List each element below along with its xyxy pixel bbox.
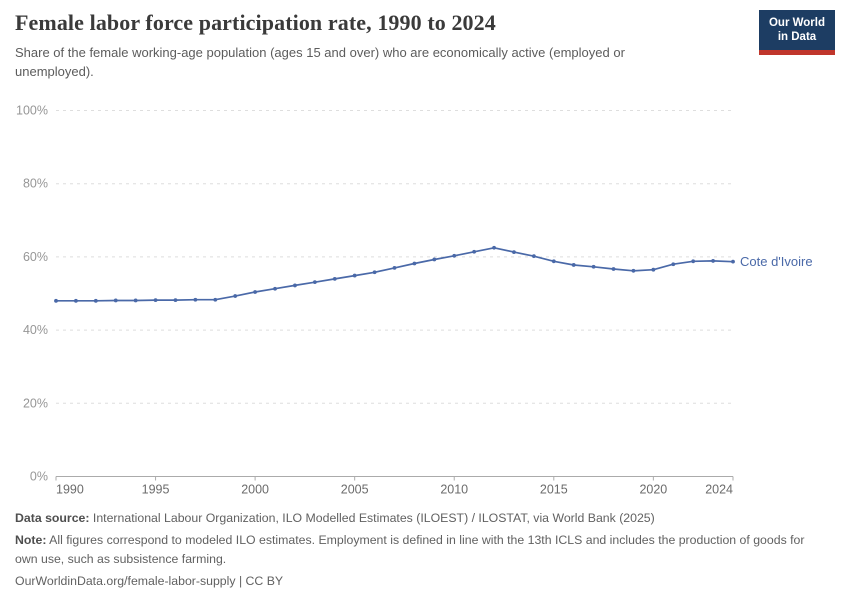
x-axis-label-1990: 1990 — [56, 483, 84, 497]
data-point-2014 — [531, 254, 536, 259]
data-point-2008 — [412, 261, 417, 266]
data-point-2004 — [332, 276, 337, 281]
data-point-1995 — [153, 298, 158, 302]
data-point-1993 — [113, 298, 118, 303]
data-point-2005 — [352, 273, 357, 278]
owid-logo-line2: in Data — [777, 31, 817, 44]
x-axis-label-2024: 2024 — [705, 483, 733, 497]
data-point-2006 — [372, 270, 377, 275]
y-axis-label-80: 80% — [23, 177, 48, 191]
data-point-1991 — [74, 298, 78, 303]
note-label: Note: — [15, 533, 47, 548]
data-source-text: International Labour Organization, ILO M… — [92, 511, 655, 525]
data-point-1992 — [93, 298, 98, 303]
permalink-line: OurWorldinData.org/female-labor-supply |… — [15, 572, 815, 590]
data-point-2016 — [571, 263, 576, 267]
page-title: Female labor force participation rate, 1… — [15, 10, 496, 35]
y-axis-label-100: 100% — [16, 104, 48, 118]
y-axis-label-0: 0% — [30, 470, 48, 484]
data-point-2024 — [731, 259, 735, 264]
series-end-label: Cote d'Ivoire — [740, 254, 813, 269]
data-point-2009 — [432, 257, 437, 262]
data-point-2007 — [392, 265, 397, 270]
data-source-line: Data source: International Labour Organi… — [15, 509, 815, 527]
y-axis-label-40: 40% — [23, 323, 48, 337]
data-point-2021 — [671, 262, 676, 267]
data-point-2018 — [611, 267, 616, 271]
data-point-2011 — [472, 249, 477, 254]
x-axis-label-2000: 2000 — [241, 483, 269, 497]
data-point-2020 — [651, 267, 656, 272]
data-point-2002 — [293, 283, 297, 288]
data-point-1998 — [213, 297, 218, 302]
data-point-2023 — [711, 259, 715, 263]
owid-logo[interactable]: Our World in Data — [759, 10, 835, 55]
note-line: Note: All figures correspond to modeled … — [15, 531, 815, 568]
data-point-2017 — [591, 264, 596, 269]
data-point-2019 — [631, 268, 636, 273]
data-point-2003 — [312, 280, 317, 285]
data-point-2015 — [551, 259, 556, 264]
data-point-1994 — [133, 298, 138, 303]
data-point-2013 — [512, 250, 516, 255]
y-axis-label-20: 20% — [23, 396, 48, 410]
data-point-2010 — [452, 253, 457, 258]
x-axis-label-2015: 2015 — [540, 483, 568, 497]
y-axis-label-60: 60% — [23, 250, 48, 264]
x-axis-label-2020: 2020 — [639, 483, 667, 497]
data-point-2000 — [253, 290, 258, 294]
chart-footer: Data source: International Labour Organi… — [15, 509, 815, 595]
data-point-1999 — [233, 294, 238, 298]
x-axis-label-2005: 2005 — [341, 483, 369, 497]
data-line-Cote d'Ivoire — [56, 246, 734, 302]
data-point-2001 — [273, 286, 277, 291]
data-point-1997 — [193, 297, 198, 302]
owid-logo-line1: Our World — [768, 17, 825, 29]
data-point-2022 — [691, 259, 696, 264]
data-point-1990 — [54, 298, 58, 303]
x-axis-label-2010: 2010 — [440, 483, 468, 497]
data-point-1996 — [173, 298, 178, 302]
permalink-link[interactable]: OurWorldinData.org/female-labor-supply |… — [15, 574, 284, 589]
chart-header: Female labor force participation rate, 1… — [15, 10, 835, 82]
data-point-2012 — [492, 245, 496, 250]
data-source-label: Data source: — [15, 511, 90, 525]
chart-subtitle: Share of the female working-age populati… — [15, 45, 625, 80]
x-axis-label-1995: 1995 — [142, 483, 170, 497]
note-text: All figures correspond to modeled ILO es… — [15, 533, 805, 566]
